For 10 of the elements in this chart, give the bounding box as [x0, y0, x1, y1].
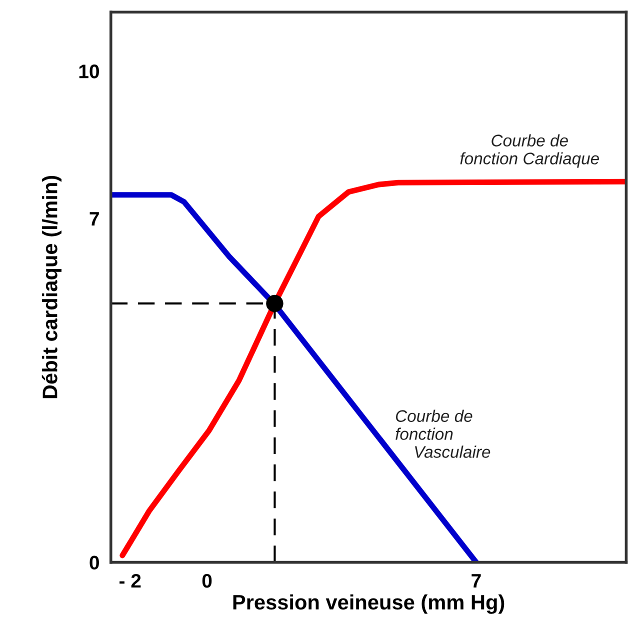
x-axis-title: Pression veineuse (mm Hg) [233, 594, 504, 614]
y-axis-title: Débit cardiaque (l/min) [42, 176, 62, 398]
x-tick-label: 0 [202, 574, 212, 588]
y-tick-label: 10 [79, 64, 99, 78]
annotation: Courbe de fonction Vasculaire [396, 410, 490, 458]
x-tick-label: 7 [472, 574, 481, 588]
x-tick-label: - 2 [120, 574, 141, 588]
annotation: Courbe de fonction Cardiaque [460, 134, 599, 168]
y-tick-label: 0 [90, 556, 99, 570]
y-tick-label: 7 [90, 212, 99, 226]
